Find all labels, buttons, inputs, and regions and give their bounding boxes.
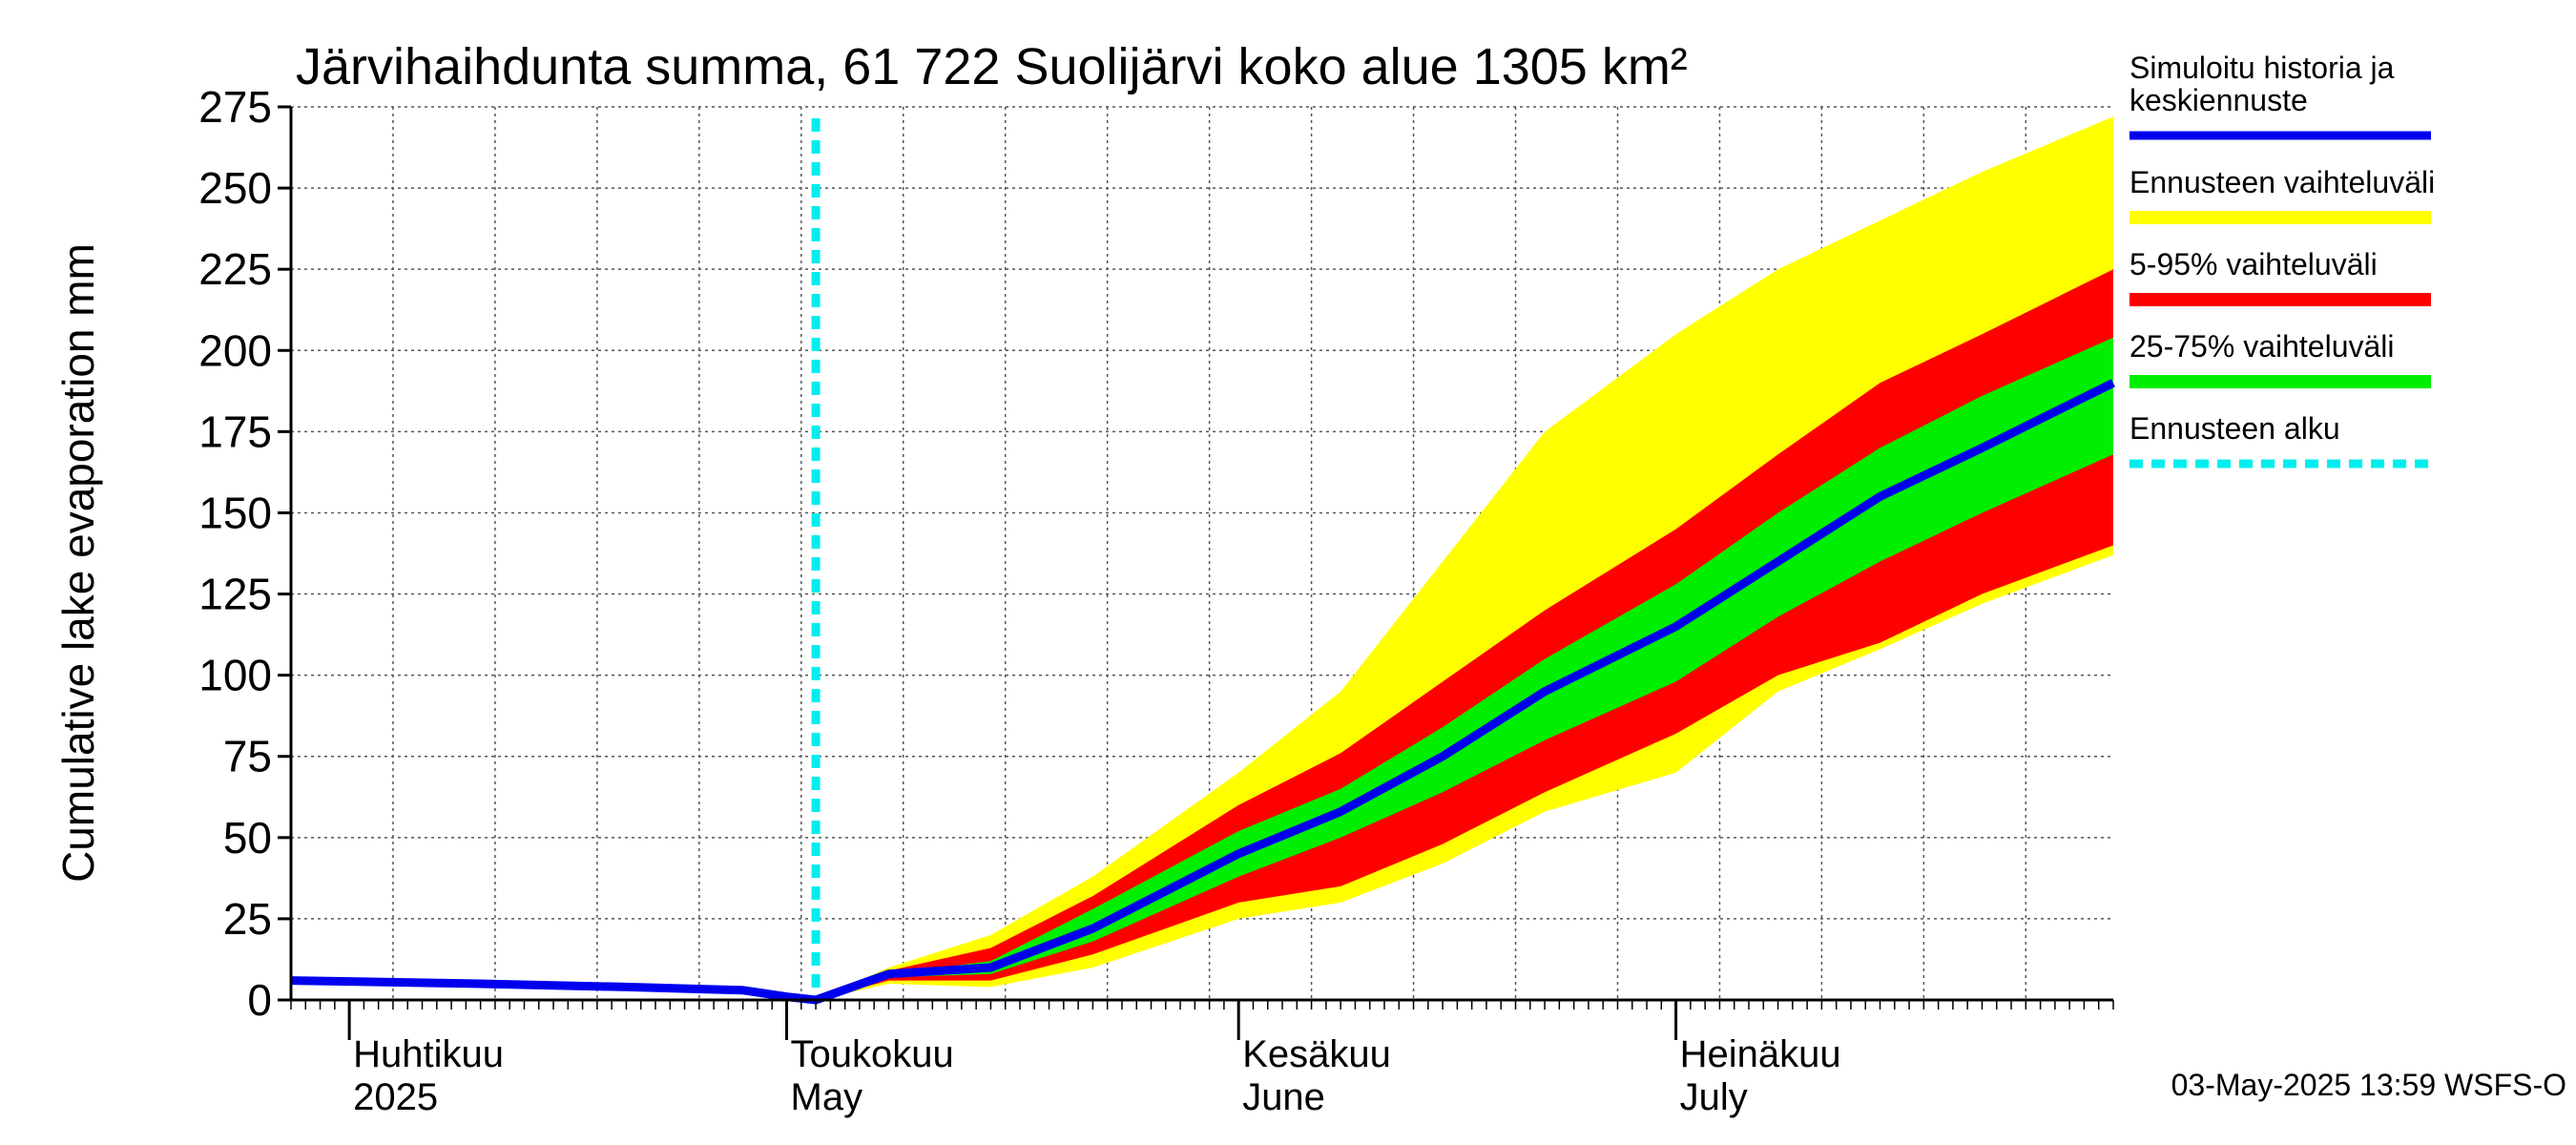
y-tick-label: 25 [223, 894, 272, 944]
forecast-bands [816, 116, 2113, 1000]
band-full-range [816, 116, 2113, 1000]
x-month-sublabel: June [1242, 1076, 1325, 1118]
legend-label-history: Simuloitu historia ja [2129, 51, 2395, 85]
y-tick-label: 275 [198, 82, 272, 132]
y-tick-label: 0 [247, 975, 272, 1025]
series-lines [290, 118, 2115, 1005]
x-month-sublabel: May [791, 1076, 863, 1118]
x-month-label: Heinäkuu [1680, 1033, 1841, 1075]
y-tick-label: 175 [198, 406, 272, 456]
chart-title: Järvihaihdunta summa, 61 722 Suolijärvi … [296, 38, 1688, 95]
y-tick-label: 125 [198, 570, 272, 619]
history-median-line [290, 379, 2115, 1005]
x-month-label: Toukokuu [791, 1033, 954, 1075]
band-5-95 [816, 269, 2113, 1000]
band-25-75 [816, 337, 2113, 1000]
x-month-sublabel: 2025 [353, 1076, 438, 1118]
x-month-sublabel: July [1680, 1076, 1748, 1118]
timestamp-label: 03-May-2025 13:59 WSFS-O [2171, 1068, 2566, 1102]
legend-label-forecast_start: Ennusteen alku [2129, 411, 2340, 446]
y-tick-label: 50 [223, 813, 272, 863]
y-tick-label: 250 [198, 163, 272, 213]
y-tick-label: 225 [198, 244, 272, 294]
y-tick-label: 75 [223, 732, 272, 781]
legend-label-history-line2: keskiennuste [2129, 83, 2308, 117]
x-month-label: Kesäkuu [1242, 1033, 1391, 1075]
legend-label-range_full: Ennusteen vaihteluväli [2129, 165, 2435, 199]
axes: 0 25 50 75 100 125 150 175 200 225 250 275 Huhtikuu2… [198, 82, 2114, 1118]
x-month-label: Huhtikuu [353, 1033, 504, 1075]
legend-label-range_5_95: 5-95% vaihteluväli [2129, 247, 2378, 281]
legend-label-range_25_75: 25-75% vaihteluväli [2129, 329, 2395, 364]
y-tick-label: 150 [198, 488, 272, 537]
y-tick-label: 100 [198, 651, 272, 700]
y-tick-label: 200 [198, 325, 272, 375]
y-axis-label: Cumulative lake evaporation mm [53, 243, 103, 883]
